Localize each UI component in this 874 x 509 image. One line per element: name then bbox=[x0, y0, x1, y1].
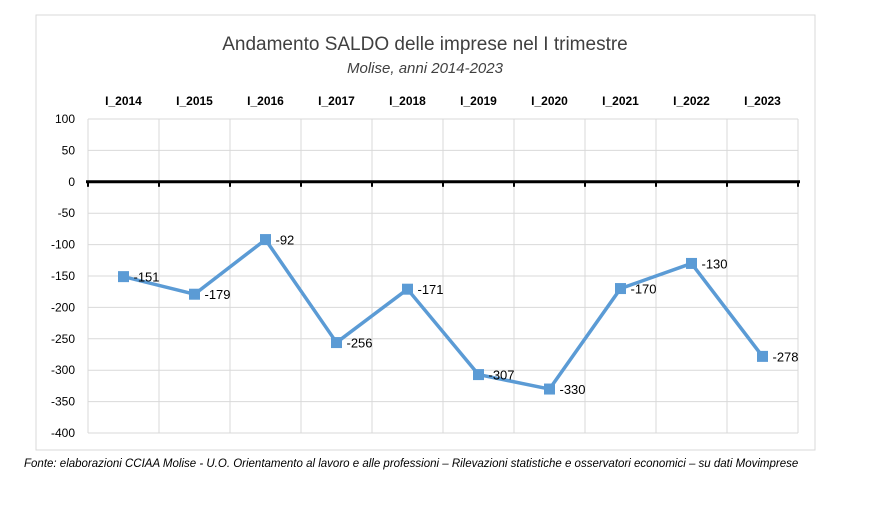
data-label: -179 bbox=[205, 287, 231, 302]
y-tick-label: -100 bbox=[51, 238, 75, 252]
x-tick-label: I_2014 bbox=[105, 94, 142, 108]
data-point-marker bbox=[331, 337, 342, 349]
data-label: -170 bbox=[631, 282, 657, 297]
data-point-marker bbox=[260, 234, 271, 246]
data-label: -278 bbox=[773, 349, 799, 364]
gridlines bbox=[87, 118, 799, 434]
data-point-marker bbox=[615, 283, 626, 295]
data-label: -307 bbox=[489, 368, 515, 383]
x-tick-label: I_2015 bbox=[176, 94, 213, 108]
x-tick-label: I_2020 bbox=[531, 94, 568, 108]
y-tick-label: -150 bbox=[51, 269, 75, 283]
data-point-marker bbox=[402, 283, 413, 295]
y-tick-label: 50 bbox=[62, 143, 76, 157]
chart-title: Andamento SALDO delle imprese nel I trim… bbox=[222, 34, 628, 55]
data-point-marker bbox=[544, 383, 555, 395]
data-label: -151 bbox=[134, 270, 160, 285]
y-tick-label: 0 bbox=[68, 175, 75, 189]
y-tick-label: -400 bbox=[51, 426, 75, 440]
x-tick-label: I_2018 bbox=[389, 94, 426, 108]
chart-subtitle: Molise, anni 2014-2023 bbox=[347, 60, 504, 77]
y-tick-label: -200 bbox=[51, 300, 75, 314]
x-tick-label: I_2016 bbox=[247, 94, 284, 108]
data-label: -256 bbox=[347, 336, 373, 351]
axes: 100 50 0 -50 -100 -150 -200 -250 -300 -350 -400 I_2… bbox=[51, 94, 800, 440]
y-tick-label: -250 bbox=[51, 332, 75, 346]
data-label: -130 bbox=[702, 256, 728, 271]
x-tick-label: I_2019 bbox=[460, 94, 497, 108]
data-label: -330 bbox=[560, 382, 586, 397]
y-tick-label: -300 bbox=[51, 363, 75, 377]
data-point-marker bbox=[189, 288, 200, 300]
y-tick-label: 100 bbox=[55, 112, 75, 126]
data-labels: -151 -179 -92 -256 -171 -307 -330 -170 -130 -278 bbox=[134, 233, 799, 397]
x-tick-label: I_2017 bbox=[318, 94, 355, 108]
x-tick-label: I_2022 bbox=[673, 94, 710, 108]
y-tick-label: -50 bbox=[58, 206, 76, 220]
data-label: -171 bbox=[418, 282, 444, 297]
source-note: Fonte: elaborazioni CCIAA Molise - U.O. … bbox=[24, 458, 799, 470]
x-tick-label: I_2021 bbox=[602, 94, 639, 108]
data-label: -92 bbox=[276, 233, 295, 248]
chart-area-border bbox=[35, 14, 816, 451]
data-point-marker bbox=[686, 257, 697, 269]
data-point-marker bbox=[757, 350, 768, 362]
x-tick-label: I_2023 bbox=[744, 94, 781, 108]
series-line bbox=[123, 237, 764, 391]
data-point-marker bbox=[473, 369, 484, 381]
y-tick-label: -350 bbox=[51, 395, 75, 409]
data-point-marker bbox=[118, 271, 129, 283]
series-line-group bbox=[118, 234, 768, 395]
